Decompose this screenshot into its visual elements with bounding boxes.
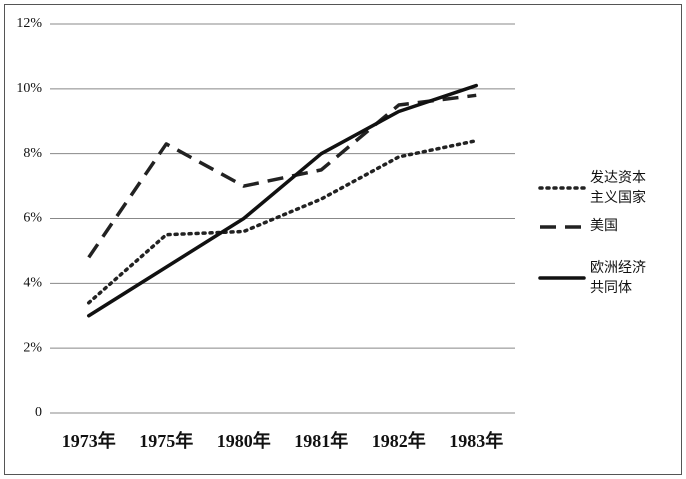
legend-label: 发达资本主义国家 bbox=[590, 170, 646, 206]
y-tick-label: 0 bbox=[35, 405, 42, 420]
x-tick-label: 1975年 bbox=[139, 430, 193, 451]
legend-label: 欧洲经济共同体 bbox=[590, 260, 646, 296]
series-line bbox=[87, 93, 477, 259]
y-tick-label: 10% bbox=[16, 81, 42, 96]
y-tick-label: 12% bbox=[16, 16, 42, 31]
y-tick-label: 4% bbox=[23, 276, 42, 291]
x-tick-label: 1980年 bbox=[217, 430, 271, 451]
x-tick-label: 1981年 bbox=[294, 430, 348, 451]
x-tick-label: 1982年 bbox=[372, 430, 426, 451]
x-tick-label: 1983年 bbox=[449, 430, 503, 451]
frame bbox=[4, 4, 682, 475]
x-tick-label: 1973年 bbox=[62, 430, 116, 451]
series-line bbox=[87, 138, 478, 305]
y-tick-label: 6% bbox=[23, 211, 42, 226]
series-line bbox=[87, 83, 478, 318]
y-tick-label: 2% bbox=[23, 340, 42, 355]
legend-label: 美国 bbox=[590, 218, 618, 234]
y-tick-label: 8% bbox=[23, 146, 42, 161]
